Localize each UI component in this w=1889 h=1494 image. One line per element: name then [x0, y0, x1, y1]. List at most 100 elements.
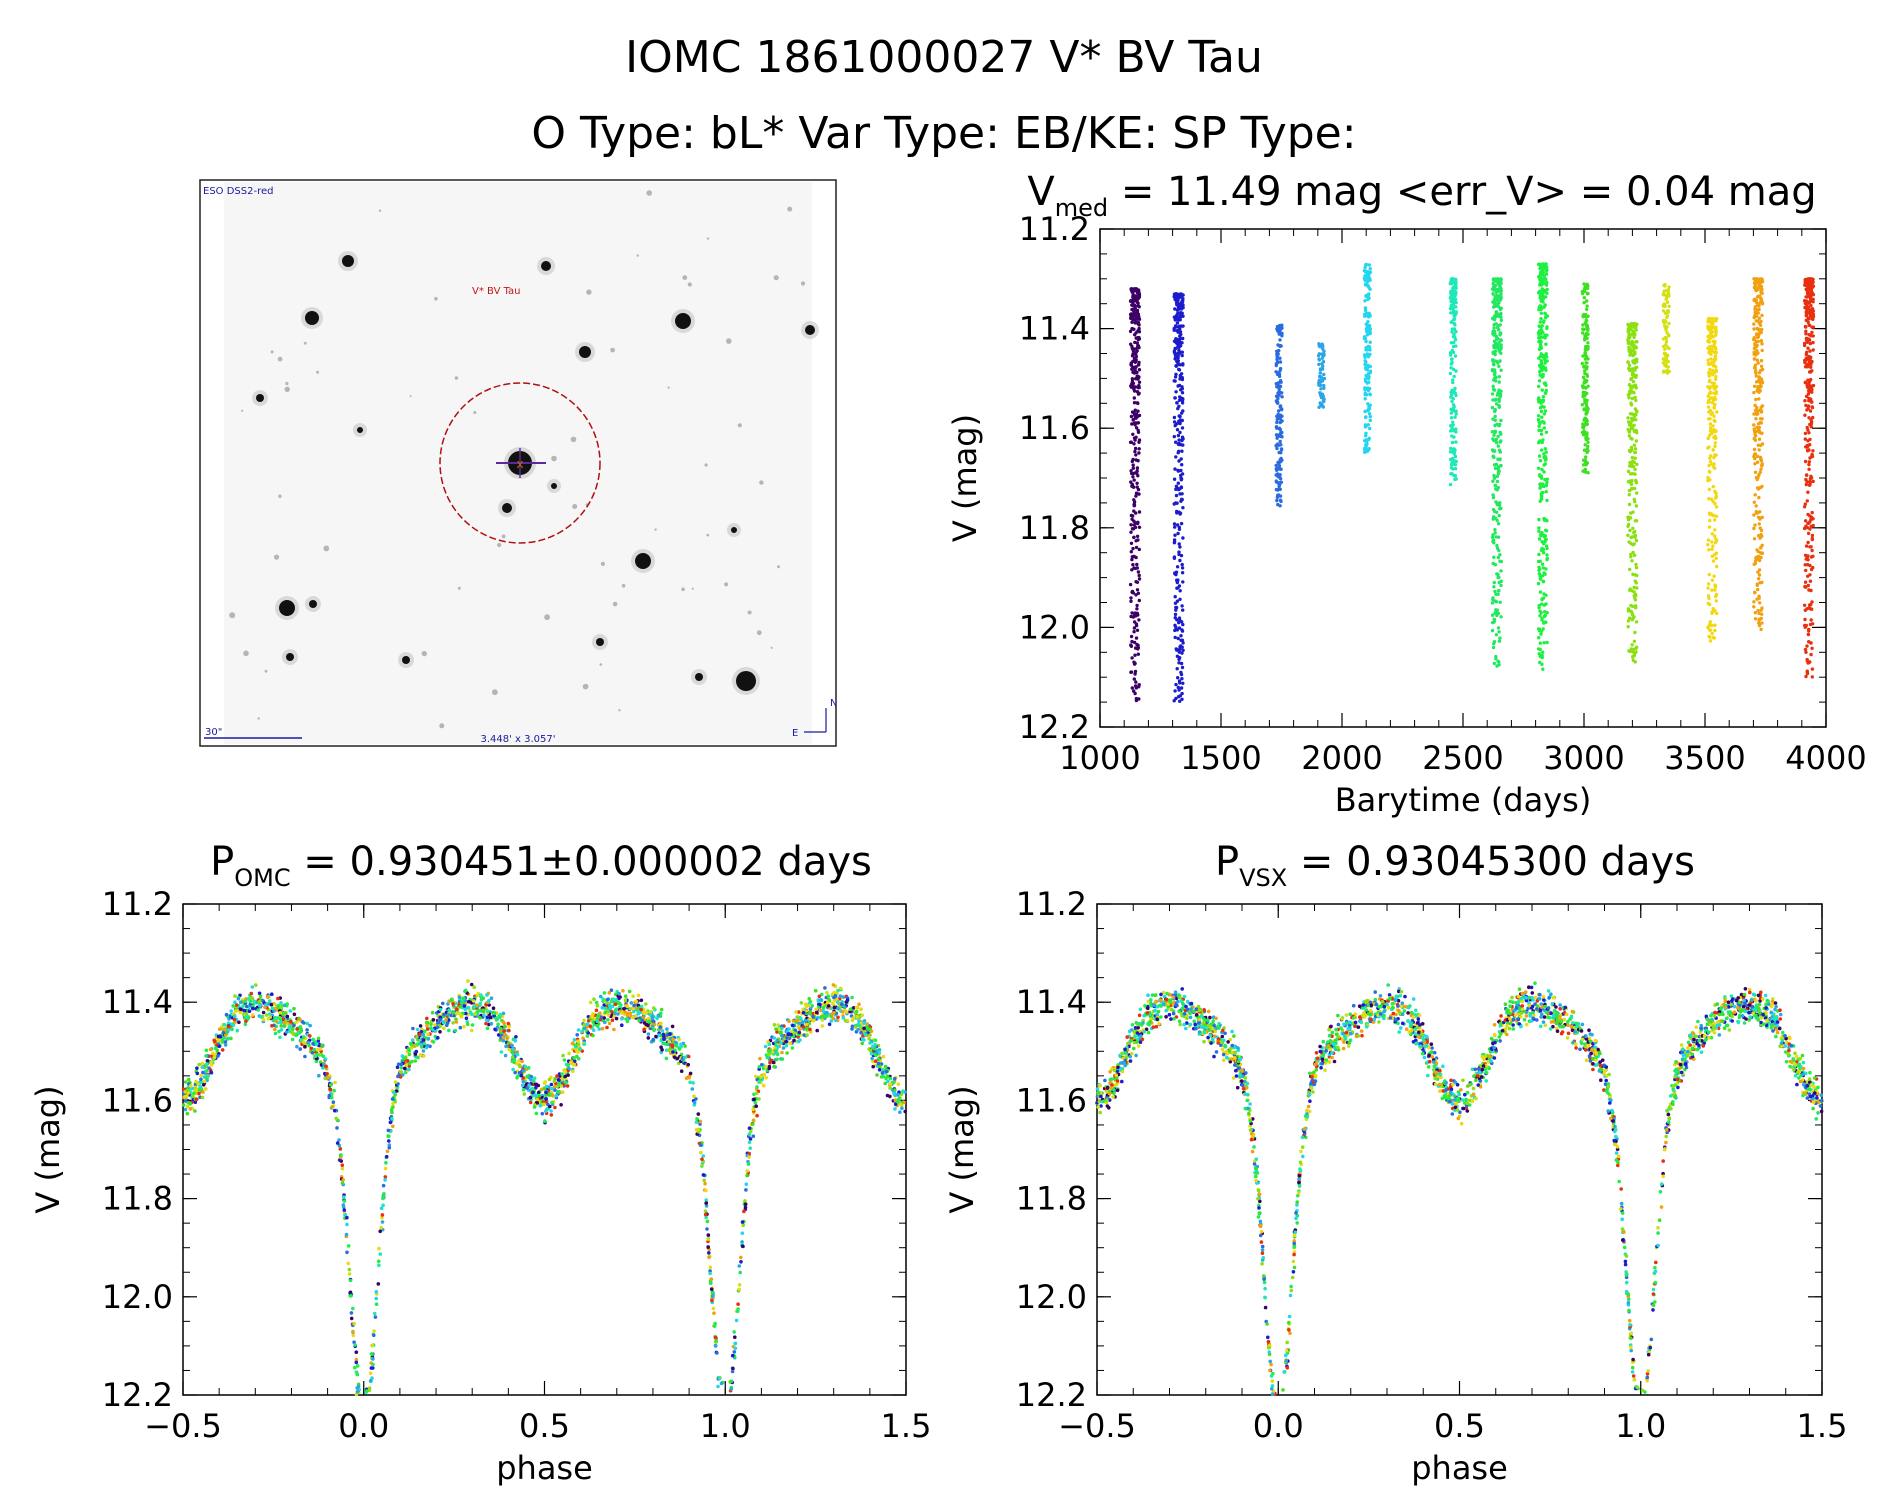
lightcurve-point — [1707, 417, 1711, 421]
lightcurve-point — [1172, 420, 1177, 424]
lightcurve-point — [1495, 546, 1500, 550]
lightcurve-point — [1810, 510, 1814, 515]
lightcurve-point — [1130, 555, 1135, 559]
lightcurve-point — [1321, 344, 1325, 348]
lightcurve-point — [1804, 674, 1808, 679]
finder-faint-star — [492, 689, 498, 696]
phase-omc-point — [758, 1056, 762, 1061]
lightcurve-point — [1367, 345, 1372, 349]
lightcurve-point — [1449, 296, 1453, 300]
lightcurve-point — [1713, 628, 1717, 633]
lightcurve-point — [1665, 345, 1670, 349]
lightcurve-point — [1367, 405, 1371, 409]
lightcurve-point — [1173, 357, 1177, 361]
lightcurve-point — [1805, 291, 1810, 296]
lightcurve-point — [1175, 654, 1180, 658]
finder-faint-star — [773, 275, 779, 281]
lightcurve-point — [1710, 462, 1714, 466]
lightcurve-point — [1634, 398, 1638, 403]
lightcurve-point — [1806, 512, 1810, 517]
lightcurve-point — [1809, 285, 1814, 290]
lightcurve-point — [1626, 469, 1631, 474]
lightcurve-point — [1756, 311, 1760, 315]
lightcurve-point — [1760, 621, 1764, 625]
finder-faint-star — [434, 296, 438, 301]
lightcurve-point — [1664, 336, 1669, 341]
lightcurve-point — [1136, 646, 1141, 650]
lightcurve-point — [1758, 294, 1762, 298]
lightcurve-point — [1364, 367, 1368, 371]
lightcurve-point — [1450, 388, 1454, 392]
phase-omc-x-tick-label: 1.5 — [881, 1407, 932, 1445]
phase-omc-point — [186, 1077, 191, 1082]
lightcurve-point — [1629, 555, 1633, 559]
lightcurve-point — [1492, 580, 1497, 585]
lightcurve-point — [1497, 469, 1501, 473]
finder-star — [695, 673, 703, 681]
lightcurve-point — [1714, 429, 1718, 433]
lightcurve-point — [1450, 458, 1455, 463]
lightcurve-point — [1754, 556, 1758, 560]
lightcurve-point — [1585, 433, 1589, 438]
lightcurve-x-tick-label: 3000 — [1543, 739, 1624, 777]
lightcurve-point — [1807, 467, 1811, 471]
phase-omc-point — [772, 1065, 776, 1069]
lightcurve-point — [1810, 537, 1815, 542]
lightcurve-point — [1538, 609, 1542, 613]
phase-omc-title: POMC = 0.930451±0.000002 days — [210, 839, 872, 892]
lightcurve-point — [1450, 277, 1454, 282]
lightcurve-point — [1760, 484, 1764, 489]
lightcurve-point — [1805, 657, 1809, 662]
phase-omc-point — [600, 1026, 605, 1031]
lightcurve-point — [1136, 409, 1140, 413]
lightcurve-point — [1629, 436, 1633, 440]
lightcurve-point — [1631, 379, 1636, 384]
lightcurve-point — [1633, 366, 1637, 370]
lightcurve-point — [1754, 344, 1758, 349]
lightcurve-point — [1586, 449, 1590, 453]
finder-faint-star — [241, 409, 244, 412]
lightcurve-point — [1805, 480, 1809, 484]
phase-omc-point — [513, 1070, 517, 1075]
finder-faint-star — [737, 423, 742, 428]
lightcurve-point — [1714, 329, 1718, 333]
lightcurve-point — [1708, 518, 1712, 523]
lightcurve-point — [1804, 568, 1808, 573]
lightcurve-point — [1543, 610, 1547, 614]
lightcurve-point — [1586, 332, 1590, 336]
lightcurve-point — [1545, 640, 1549, 645]
lightcurve-point — [1130, 354, 1135, 358]
lightcurve-point — [1629, 426, 1634, 431]
lightcurve-point — [1759, 368, 1763, 373]
lightcurve-point — [1454, 427, 1458, 431]
lightcurve-point — [1807, 323, 1811, 327]
lightcurve-point — [1135, 628, 1140, 632]
lightcurve-point — [1757, 554, 1761, 559]
lightcurve-point — [1136, 487, 1141, 492]
lightcurve-point — [1135, 370, 1139, 375]
lightcurve-point — [1633, 630, 1637, 635]
lightcurve-point — [1496, 522, 1501, 526]
lightcurve-point — [1580, 384, 1585, 388]
phase-omc-point — [591, 1028, 596, 1032]
lightcurve-point — [1632, 443, 1637, 447]
lightcurve-point — [1537, 379, 1542, 383]
finder-fov-label: 3.448' x 3.057' — [480, 734, 555, 745]
phase-omc-point — [331, 1100, 336, 1104]
lightcurve-point — [1274, 487, 1279, 492]
lightcurve-point — [1542, 421, 1546, 425]
lightcurve-point — [1449, 411, 1454, 415]
lightcurve-point — [1497, 589, 1501, 593]
phase-omc-point — [606, 1013, 611, 1017]
lightcurve-point — [1173, 689, 1177, 693]
lightcurve-point — [1318, 393, 1323, 397]
lightcurve-point — [1630, 486, 1634, 491]
lightcurve-point — [1134, 331, 1138, 335]
lightcurve-point — [1367, 380, 1371, 384]
phase-omc-point — [664, 1056, 669, 1061]
lightcurve-point — [1136, 304, 1140, 308]
lightcurve-point — [1135, 607, 1139, 611]
lightcurve-point — [1133, 311, 1138, 316]
lightcurve-point — [1756, 422, 1761, 426]
lightcurve-point — [1539, 344, 1543, 348]
